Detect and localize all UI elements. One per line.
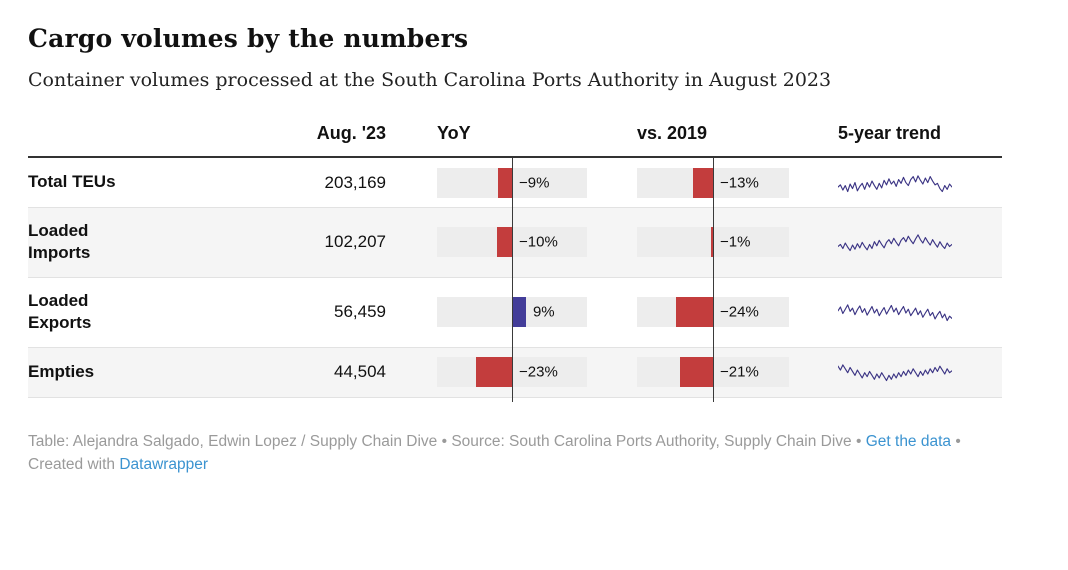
page-title: Cargo volumes by the numbers: [28, 24, 469, 53]
yoy-cell: 9%: [386, 297, 587, 328]
row-label: Empties: [28, 362, 95, 382]
yoy-bar: [498, 167, 512, 198]
vs2019-bar: [692, 167, 713, 198]
row-value-cell: 102,207: [286, 232, 386, 252]
created-with-text: • Created with: [28, 432, 961, 473]
trend-sparkline-icon: [838, 364, 952, 382]
row-label-cell: Loaded Exports: [28, 278, 286, 347]
cargo-volumes-table: Aug. '23 YoY vs. 2019 5-year trend Total…: [28, 123, 1040, 402]
yoy-value-label: −23%: [519, 363, 558, 381]
aug23-value: 102,207: [324, 232, 386, 252]
chart-subtitle: Container volumes processed at the South…: [28, 69, 832, 91]
aug23-value: 56,459: [334, 302, 386, 322]
row-label-cell: Loaded Imports: [28, 208, 286, 277]
vs2019-value-label: −1%: [720, 233, 751, 251]
trend-sparkline-icon: [838, 174, 952, 192]
row-label-cell: Total TEUs: [28, 159, 286, 205]
trend-cell: [789, 227, 952, 257]
table-header-row: Aug. '23 YoY vs. 2019 5-year trend: [28, 123, 1002, 158]
vs2019-value-label: −24%: [720, 303, 759, 321]
attribution-footer: Table: Alejandra Salgado, Edwin Lopez / …: [28, 430, 1018, 477]
row-label: Loaded Imports: [28, 221, 91, 263]
datawrapper-link[interactable]: Datawrapper: [119, 456, 209, 473]
aug23-value: 44,504: [334, 362, 386, 382]
table-row: Loaded Exports 56,459 9% −24%: [28, 278, 1002, 348]
vs2019-bar: [711, 227, 713, 258]
yoy-cell: −9%: [386, 167, 587, 198]
table-row: Loaded Imports 102,207 −10% −1%: [28, 208, 1002, 278]
yoy-value-label: 9%: [532, 303, 555, 321]
row-label-cell: Empties: [28, 349, 286, 395]
trend-sparkline-icon: [838, 304, 952, 322]
vs2019-bar: [675, 297, 713, 328]
aug23-value: 203,169: [324, 172, 386, 192]
vs2019-value-label: −21%: [720, 363, 759, 381]
yoy-value-label: −9%: [519, 174, 550, 191]
yoy-axis-line: [512, 158, 513, 402]
yoy-bar: [496, 227, 512, 258]
trend-cell: [789, 168, 952, 198]
table-body: Total TEUs 203,169 −9% −13% Loaded Impor…: [28, 158, 1040, 402]
row-value-cell: 44,504: [286, 362, 386, 382]
column-header-yoy: YoY: [437, 123, 471, 143]
column-header-vs2019: vs. 2019: [637, 123, 708, 143]
vs2019-cell: −13%: [587, 167, 789, 198]
yoy-cell: −23%: [386, 357, 587, 388]
trend-sparkline-icon: [838, 234, 952, 252]
row-value-cell: 56,459: [286, 302, 386, 322]
yoy-value-label: −10%: [519, 233, 558, 251]
vs2019-bar: [680, 357, 713, 388]
vs2019-value-label: −13%: [720, 174, 759, 191]
table-row: Empties 44,504 −23% −21%: [28, 347, 1002, 398]
row-value-cell: 203,169: [286, 173, 386, 193]
trend-cell: [789, 357, 952, 387]
vs2019-cell: −1%: [587, 227, 789, 258]
vs2019-axis-line: [713, 158, 714, 402]
get-the-data-link[interactable]: Get the data: [865, 432, 952, 450]
yoy-bar: [476, 357, 512, 388]
vs2019-cell: −24%: [587, 297, 789, 328]
attribution-text: Table: Alejandra Salgado, Edwin Lopez / …: [28, 432, 866, 450]
row-label: Loaded Exports: [28, 290, 92, 333]
column-header-aug23: Aug. '23: [316, 123, 386, 143]
table-row: Total TEUs 203,169 −9% −13%: [28, 158, 1002, 208]
trend-cell: [789, 297, 952, 327]
yoy-bar: [512, 297, 526, 328]
vs2019-cell: −21%: [587, 357, 789, 388]
row-label: Total TEUs: [28, 172, 116, 192]
yoy-cell: −10%: [386, 227, 587, 258]
column-header-trend: 5-year trend: [838, 123, 942, 143]
